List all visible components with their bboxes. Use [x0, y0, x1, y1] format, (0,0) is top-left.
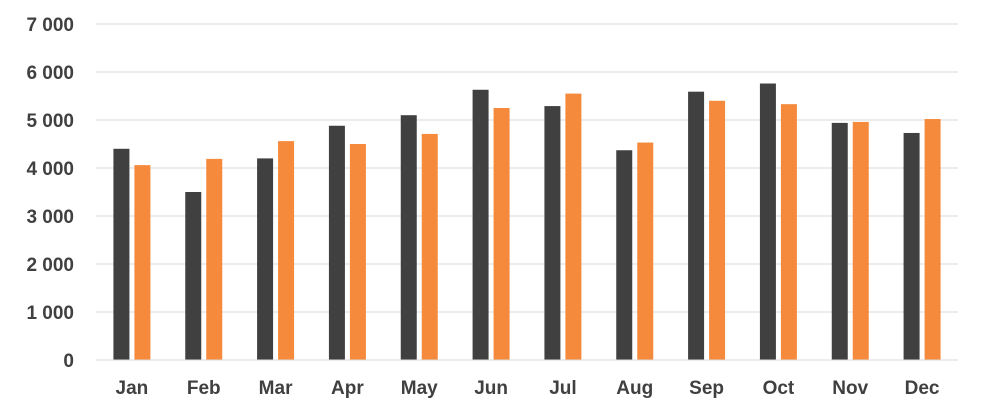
- bar-apr-series-1: [328, 125, 345, 360]
- x-tick-label: Oct: [763, 378, 795, 399]
- gridlines: [96, 23, 958, 313]
- bars: [113, 83, 941, 361]
- y-tick-label: 5 000: [26, 111, 74, 132]
- bar-apr-series-2: [349, 144, 366, 360]
- bar-mar-series-1: [257, 158, 274, 360]
- bar-mar-series-2: [278, 141, 295, 360]
- y-tick-label: 1 000: [26, 303, 74, 324]
- bar-dec-series-2: [924, 119, 941, 360]
- bar-aug-series-1: [616, 150, 633, 360]
- bar-oct-series-1: [759, 83, 776, 361]
- y-tick-label: 6 000: [26, 63, 74, 84]
- bar-jul-series-1: [544, 106, 561, 360]
- x-tick-label: Jun: [474, 378, 508, 399]
- x-tick-label: Nov: [832, 378, 868, 399]
- x-tick-label: May: [401, 378, 438, 399]
- bar-dec-series-1: [903, 132, 920, 360]
- y-axis: 0 1 000 2 000 3 000 4 000 5 000 6 000 7 000: [26, 15, 74, 372]
- x-tick-label: Aug: [616, 378, 653, 399]
- y-tick-label: 4 000: [26, 159, 74, 180]
- bar-jul-series-2: [565, 93, 582, 360]
- x-tick-label: Jul: [549, 378, 576, 399]
- x-tick-label: Feb: [187, 378, 221, 399]
- x-axis: Jan Feb Mar Apr May Jun Jul Aug Sep Oct Nov Dec: [116, 378, 940, 399]
- x-tick-label: Sep: [689, 378, 724, 399]
- bar-may-series-2: [421, 133, 438, 360]
- y-tick-label: 3 000: [26, 207, 74, 228]
- y-tick-label: 2 000: [26, 255, 74, 276]
- x-tick-label: Dec: [905, 378, 940, 399]
- x-tick-label: Apr: [331, 378, 364, 399]
- bar-sep-series-2: [709, 100, 726, 361]
- bar-jan-series-1: [113, 148, 130, 360]
- x-tick-label: Jan: [116, 378, 149, 399]
- bar-nov-series-2: [852, 121, 869, 360]
- bar-jun-series-1: [472, 89, 489, 360]
- bar-jun-series-2: [493, 108, 510, 360]
- bar-nov-series-1: [831, 122, 848, 360]
- x-tick-label: Mar: [259, 378, 293, 399]
- y-tick-label: 7 000: [26, 15, 74, 36]
- bar-sep-series-1: [688, 91, 705, 361]
- bar-feb-series-2: [206, 158, 223, 360]
- bar-oct-series-2: [780, 104, 797, 360]
- bar-may-series-1: [400, 115, 417, 360]
- bar-jan-series-2: [134, 165, 151, 360]
- y-tick-label: 0: [63, 351, 74, 372]
- bar-feb-series-1: [185, 192, 202, 360]
- bar-aug-series-2: [637, 142, 654, 360]
